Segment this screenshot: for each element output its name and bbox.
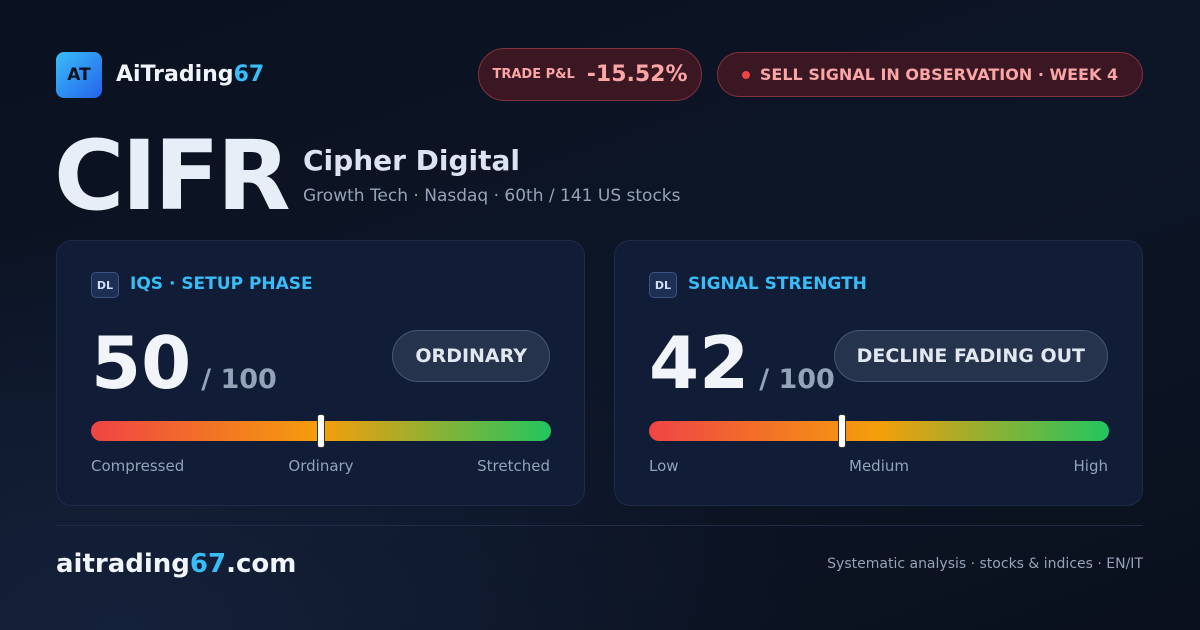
score-value: 50 xyxy=(91,321,192,405)
domain: aitrading67.com xyxy=(56,549,296,579)
card: DL SIGNAL STRENGTH 42 / 100 DECLINE FADING O… xyxy=(614,240,1143,506)
scale-label: Compressed xyxy=(91,457,185,475)
gauge-marker xyxy=(838,414,847,448)
card-title: IQS · SETUP PHASE xyxy=(130,274,313,294)
domain-tld: .com xyxy=(226,549,297,579)
pnl-pill: TRADE P&L -15.52% xyxy=(478,48,702,101)
scale-label: Low xyxy=(649,457,679,475)
score: 50 / 100 xyxy=(91,321,277,405)
divider: / xyxy=(201,364,221,395)
scale-label: Ordinary xyxy=(288,457,354,475)
pnl-label: TRADE P&L xyxy=(492,67,575,82)
company-details: Growth Tech · Nasdaq · 60th / 141 US sto… xyxy=(303,186,681,206)
logo: AT xyxy=(56,52,102,98)
max-value: 100 xyxy=(220,364,277,395)
signal-pill: SELL SIGNAL IN OBSERVATION · WEEK 4 xyxy=(717,52,1143,97)
status-pill: ORDINARY xyxy=(392,330,550,382)
score: 42 / 100 xyxy=(649,321,835,405)
tagline: Systematic analysis · stocks & indices ·… xyxy=(827,556,1143,572)
pnl-value: -15.52% xyxy=(586,62,688,87)
brand-suffix: 67 xyxy=(233,62,265,87)
signal-dot xyxy=(741,70,750,79)
card-title: SIGNAL STRENGTH xyxy=(688,274,867,294)
card-badge: DL xyxy=(91,272,119,298)
score-max: / 100 xyxy=(759,364,835,395)
signal-text: SELL SIGNAL IN OBSERVATION · WEEK 4 xyxy=(759,65,1119,84)
gauge-bar xyxy=(91,414,551,448)
max-value: 100 xyxy=(778,364,835,395)
gauge-marker xyxy=(317,414,325,448)
gauge-bar xyxy=(649,414,1109,448)
scale-label: Medium xyxy=(849,457,909,475)
score-max: / 100 xyxy=(201,364,277,395)
brand-name: AiTrading xyxy=(116,62,234,87)
card-badge: DL xyxy=(649,272,677,298)
domain-name: aitrading xyxy=(56,549,190,579)
brand: AiTrading67 xyxy=(116,62,264,87)
divider: / xyxy=(759,364,779,395)
status-pill: DECLINE FADING OUT xyxy=(833,330,1108,382)
domain-num: 67 xyxy=(189,549,227,579)
scale-label: High xyxy=(1073,457,1108,475)
card: DL IQS · SETUP PHASE 50 / 100 ORDINARY Compre… xyxy=(56,240,585,506)
company-name: Cipher Digital xyxy=(303,144,521,177)
divider xyxy=(56,525,1143,526)
scale-label: Stretched xyxy=(477,457,550,475)
ticker: CIFR xyxy=(54,120,291,232)
score-value: 42 xyxy=(649,321,750,405)
